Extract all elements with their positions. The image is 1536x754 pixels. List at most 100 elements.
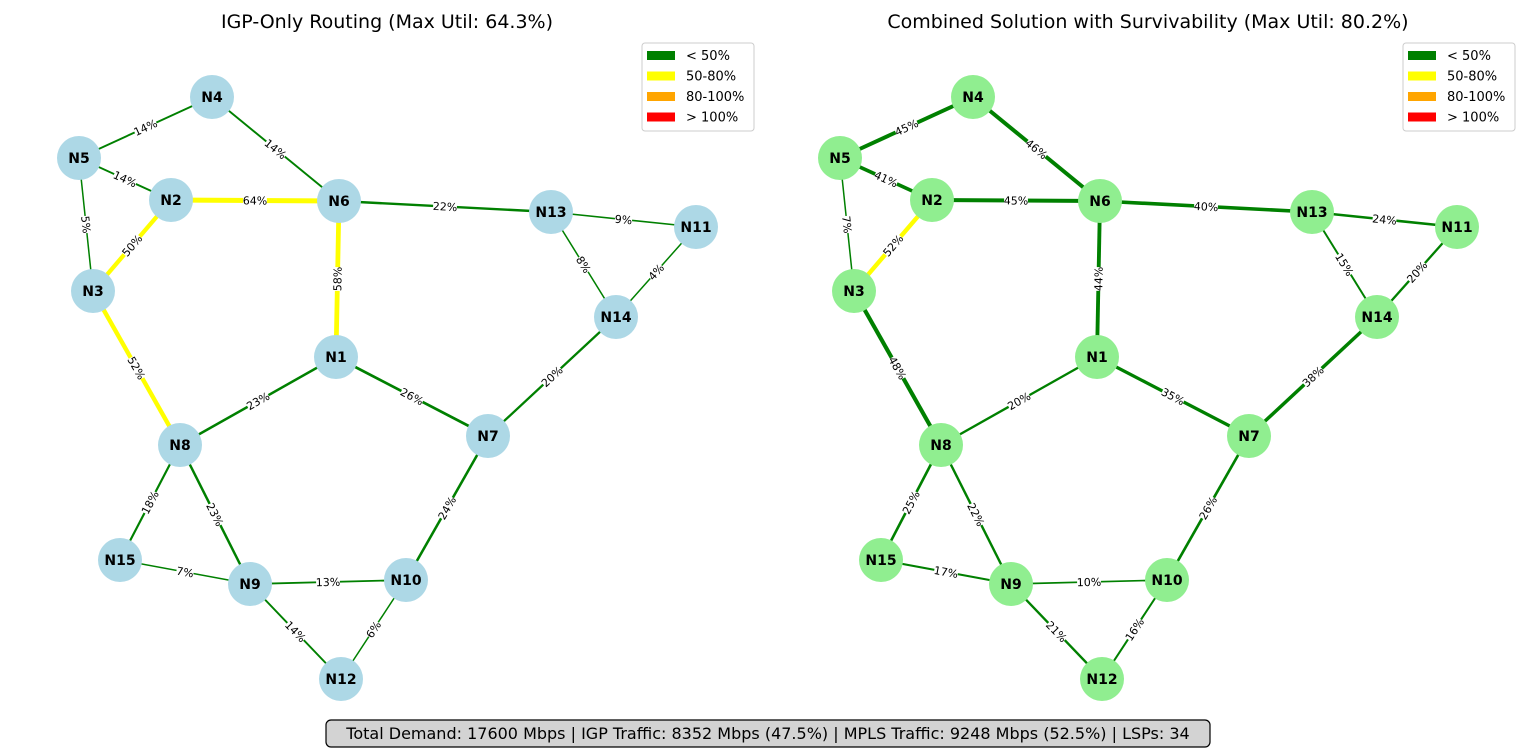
legend-label: 50-80% (1447, 70, 1497, 85)
legend-swatch (647, 92, 675, 101)
edge-label-bg (1043, 618, 1070, 645)
edge-label-bg (885, 354, 910, 382)
edge-label: 14% (262, 137, 289, 163)
edge-label: 14% (132, 117, 160, 139)
left-nodes: N4 N5 N2 N6 N13 N11 N3 N14 N1 N7 N8 N15 N9 N10 N12 (57, 75, 718, 701)
summary-box (325, 719, 1211, 748)
node-label-N7: N7 (1238, 429, 1259, 445)
edge-label-group: 24% (1371, 211, 1398, 228)
edge-label-group: 45% (1004, 193, 1029, 208)
edge-label-group: 22% (964, 500, 988, 529)
edge-label-bg (538, 363, 566, 390)
node-label-N9: N9 (239, 577, 260, 593)
edge-label: 16% (1123, 616, 1147, 644)
right-legend: < 50% 50-80% 80-100% > 100% (1402, 42, 1516, 132)
edge-label-group: 20% (1005, 389, 1033, 413)
node-label-N14: N14 (600, 310, 631, 326)
edge-label-bg (1403, 258, 1431, 286)
legend-swatch (647, 51, 675, 60)
node-label-N10: N10 (1151, 573, 1182, 589)
right-panel-title: Combined Solution with Survivability (Ma… (887, 11, 1408, 33)
node-N13 (529, 190, 573, 234)
edge-label-group: 45% (892, 116, 921, 139)
edge-label-bg (282, 618, 309, 645)
node-N1 (314, 335, 358, 379)
node-label-N2: N2 (921, 193, 942, 209)
node-N7 (1227, 414, 1271, 458)
edge-label-group: 25% (899, 488, 923, 517)
edge-label-group: 44% (1091, 266, 1106, 292)
edge-label-bg (78, 215, 94, 234)
edge-label-group: 8% (573, 253, 594, 276)
legend-label: > 100% (686, 111, 738, 126)
edge-label: 26% (398, 386, 426, 409)
edge-label: 15% (1332, 251, 1356, 279)
node-label-N14: N14 (1361, 310, 1392, 326)
node-N13 (1290, 190, 1334, 234)
node-label-N3: N3 (843, 284, 864, 300)
edge-label-bg (1005, 389, 1033, 413)
edge-label-group: 16% (1122, 615, 1147, 644)
node-N8 (158, 423, 202, 467)
legend-label: 50-80% (686, 70, 736, 85)
node-label-N15: N15 (104, 553, 135, 569)
edge-label-group: 18% (138, 488, 162, 517)
edge-label: 44% (1092, 267, 1105, 292)
node-N12 (319, 657, 363, 701)
node-N10 (384, 558, 428, 602)
edge-label: 45% (1004, 194, 1029, 207)
node-N4 (951, 75, 995, 119)
edge-label-bg (203, 500, 227, 529)
edge-label-group: 26% (398, 384, 426, 409)
edge-label-group: 64% (243, 193, 268, 208)
edge-label-group: 35% (1159, 384, 1187, 408)
edge-label-bg (1122, 615, 1147, 644)
edge-label-group: 23% (244, 389, 272, 413)
node-N9 (228, 562, 272, 606)
edge-label: 20% (1005, 390, 1033, 413)
edge-label: 22% (964, 501, 987, 529)
edge-label-bg (261, 136, 290, 162)
node-N14 (1355, 295, 1399, 339)
edge-label-group: 5% (78, 215, 94, 234)
legend-box (1402, 42, 1516, 132)
node-N12 (1080, 657, 1124, 701)
edge-label-group: 52% (124, 354, 149, 382)
edge-label: 40% (1193, 200, 1218, 214)
edge-label: 45% (893, 117, 921, 139)
edge-label: 25% (900, 489, 923, 517)
node-label-N12: N12 (1086, 672, 1117, 688)
node-label-N3: N3 (82, 284, 103, 300)
node-N4 (190, 75, 234, 119)
node-label-N11: N11 (680, 220, 711, 236)
node-N15 (98, 538, 142, 582)
node-N5 (57, 136, 101, 180)
edge-label-bg (573, 253, 594, 276)
edge-label-group: 58% (330, 266, 345, 292)
node-label-N6: N6 (328, 194, 349, 210)
edge-label-bg (1332, 250, 1357, 279)
node-label-N11: N11 (1441, 220, 1472, 236)
edge-label-bg (839, 215, 855, 234)
edge-label-group: 7% (839, 215, 855, 234)
node-N2 (910, 178, 954, 222)
node-label-N8: N8 (930, 438, 951, 454)
edge-label-bg (330, 266, 345, 292)
edge-label-bg (435, 494, 459, 522)
edge-label: 7% (175, 565, 195, 581)
node-label-N13: N13 (1296, 205, 1327, 221)
summary-text: Total Demand: 17600 Mbps | IGP Traffic: … (345, 724, 1189, 743)
edge-label: 64% (243, 194, 268, 207)
edge-label-bg (175, 563, 195, 581)
node-label-N1: N1 (325, 350, 346, 366)
node-N9 (989, 562, 1033, 606)
edge-label: 9% (614, 213, 633, 228)
legend-swatch (1408, 51, 1436, 60)
edge-label-bg (614, 211, 633, 228)
edge-label: 5% (78, 215, 93, 234)
edge-label-bg (1371, 211, 1398, 228)
node-label-N8: N8 (169, 438, 190, 454)
edge-label-bg (1193, 198, 1219, 215)
edge-label-bg (1091, 266, 1106, 292)
edge-label: 22% (432, 200, 457, 214)
